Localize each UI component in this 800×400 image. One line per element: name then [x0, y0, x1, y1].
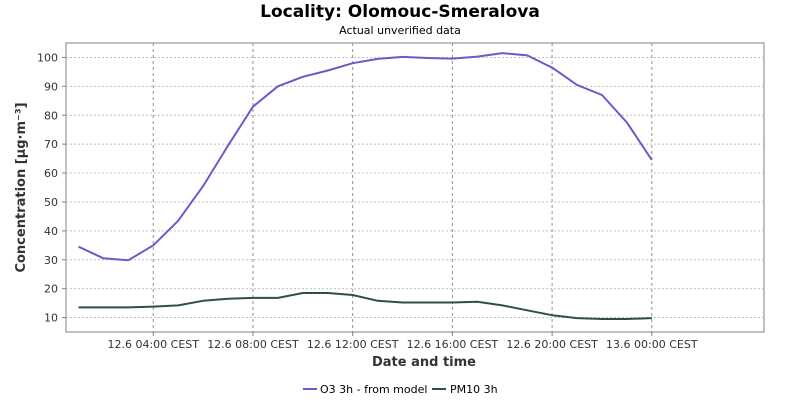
y-tick-label: 10	[44, 312, 58, 325]
legend-label: PM10 3h	[450, 383, 498, 396]
legend-item-pm10: PM10 3h	[432, 383, 498, 396]
series-layer	[78, 52, 653, 320]
x-tick-label: 12.6 04:00 CEST	[107, 338, 199, 351]
legend: O3 3h - from model PM10 3h	[303, 383, 498, 396]
x-tick-label: 12.6 16:00 CEST	[407, 338, 499, 351]
y-tick-label: 70	[44, 138, 58, 151]
y-axis-title: Concentration [µg·m⁻³]	[14, 102, 29, 272]
y-tick-label: 40	[44, 225, 58, 238]
grid	[66, 43, 764, 332]
y-tick-label: 100	[37, 51, 58, 64]
y-tick-label: 90	[44, 80, 58, 93]
legend-item-o3: O3 3h - from model	[303, 383, 427, 396]
legend-label: O3 3h - from model	[320, 383, 427, 396]
x-axis: 12.6 04:00 CEST 12.6 08:00 CEST 12.6 12:00…	[107, 332, 698, 351]
y-tick-label: 20	[44, 283, 58, 296]
chart-subtitle: Actual unverified data	[339, 24, 461, 37]
chart-title: Locality: Olomouc-Smeralova	[260, 2, 540, 22]
y-tick-label: 50	[44, 196, 58, 209]
y-tick-label: 30	[44, 254, 58, 267]
x-tick-label: 12.6 20:00 CEST	[506, 338, 598, 351]
x-tick-label: 13.6 00:00 CEST	[606, 338, 698, 351]
x-tick-label: 12.6 08:00 CEST	[207, 338, 299, 351]
x-axis-title: Date and time	[372, 355, 476, 370]
series-line-pm10	[78, 292, 652, 320]
y-tick-label: 80	[44, 109, 58, 122]
y-axis: 10 20 30 40 50 60 70 80 90 100	[37, 51, 66, 325]
plot-area	[65, 42, 765, 333]
series-line-o3	[78, 52, 653, 262]
x-tick-label: 12.6 12:00 CEST	[307, 338, 399, 351]
y-tick-label: 60	[44, 167, 58, 180]
